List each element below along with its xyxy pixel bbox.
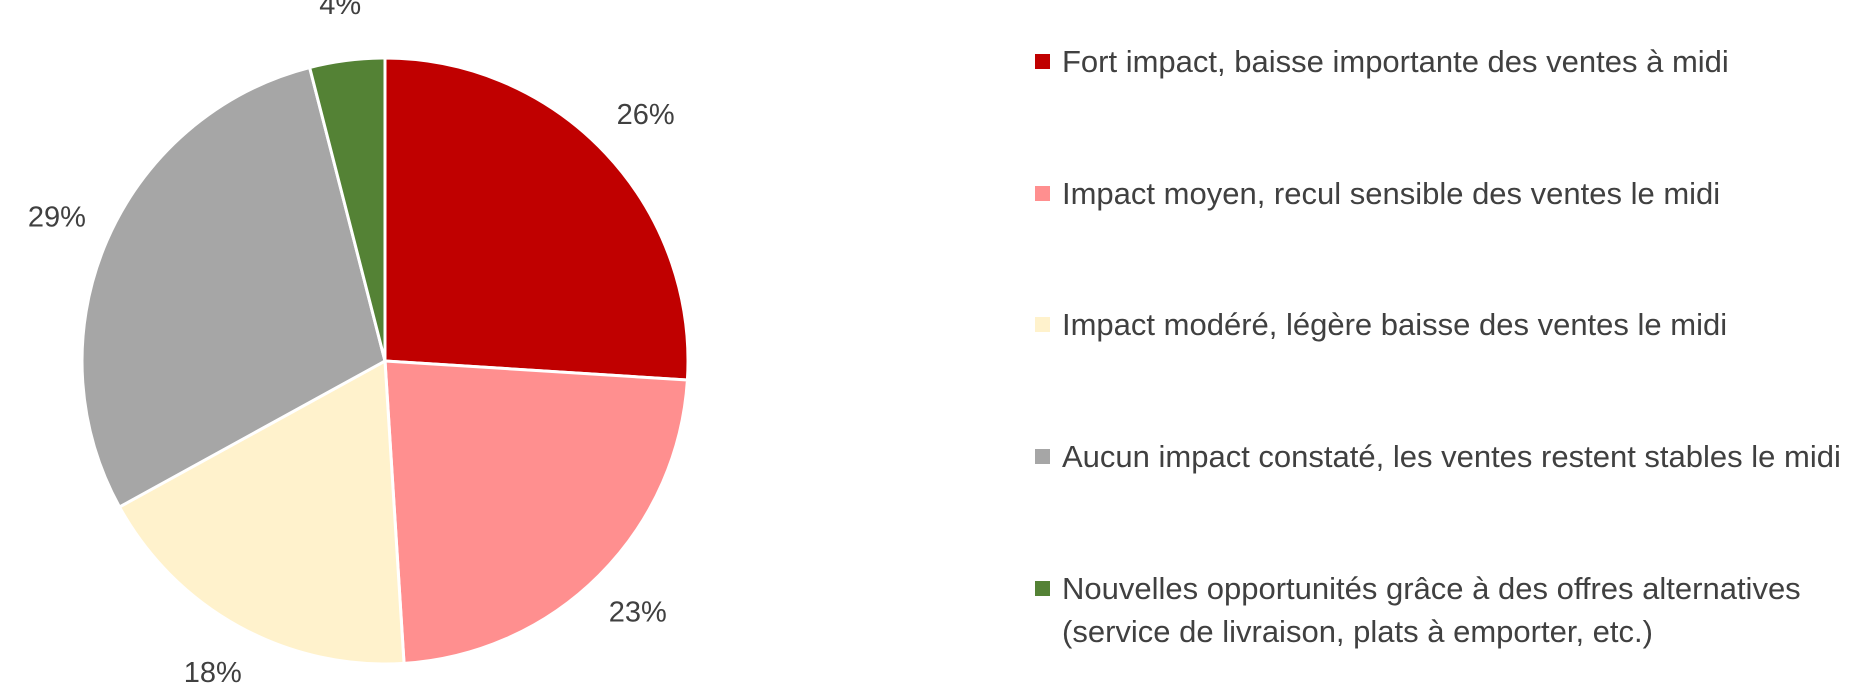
legend-label: Aucun impact constaté, les ventes resten… <box>1062 439 1841 474</box>
legend-swatch <box>1035 186 1050 201</box>
legend-label: Impact modéré, légère baisse des ventes … <box>1062 307 1728 342</box>
legend-swatch <box>1035 581 1050 596</box>
legend-item: Impact modéré, légère baisse des ventes … <box>1035 303 1855 346</box>
legend-item: Aucun impact constaté, les ventes resten… <box>1035 435 1855 478</box>
data-label: 18% <box>184 657 242 689</box>
data-label: 23% <box>609 596 667 628</box>
legend-item: Nouvelles opportunités grâce à des offre… <box>1035 567 1855 653</box>
pie-slice <box>383 56 690 382</box>
pie-slice <box>80 65 387 510</box>
legend-label: Fort impact, baisse importante des vente… <box>1062 44 1729 79</box>
pie-slice <box>383 359 689 665</box>
data-label: 29% <box>28 202 86 234</box>
legend-swatch <box>1035 317 1050 332</box>
data-label: 26% <box>617 99 675 131</box>
legend-label: Impact moyen, recul sensible des ventes … <box>1062 176 1721 211</box>
data-label: 4% <box>319 0 361 21</box>
legend-item: Fort impact, baisse importante des vente… <box>1035 40 1855 83</box>
pie-slice <box>307 56 387 362</box>
legend-swatch <box>1035 449 1050 464</box>
legend-swatch <box>1035 54 1050 69</box>
pie-slice <box>117 358 406 666</box>
legend-label: Nouvelles opportunités grâce à des offre… <box>1062 571 1801 649</box>
legend-item: Impact moyen, recul sensible des ventes … <box>1035 172 1855 215</box>
